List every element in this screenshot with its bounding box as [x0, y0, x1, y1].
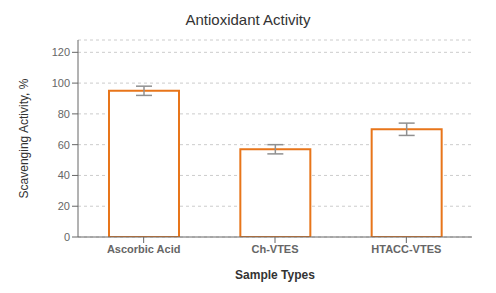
- svg-text:Scavenging Activity, %: Scavenging Activity, %: [17, 78, 31, 198]
- svg-text:40: 40: [58, 169, 70, 181]
- svg-text:Ascorbic Acid: Ascorbic Acid: [107, 243, 181, 255]
- svg-text:HTACC-VTES: HTACC-VTES: [371, 243, 441, 255]
- svg-text:120: 120: [52, 46, 70, 58]
- svg-text:Sample Types: Sample Types: [235, 268, 315, 282]
- svg-text:60: 60: [58, 139, 70, 151]
- svg-text:20: 20: [58, 200, 70, 212]
- svg-text:80: 80: [58, 108, 70, 120]
- svg-text:100: 100: [52, 77, 70, 89]
- svg-text:Ch-VTES: Ch-VTES: [251, 243, 298, 255]
- html-text:Antioxidant Activity: Antioxidant Activity: [185, 11, 311, 28]
- svg-text:0: 0: [64, 231, 70, 243]
